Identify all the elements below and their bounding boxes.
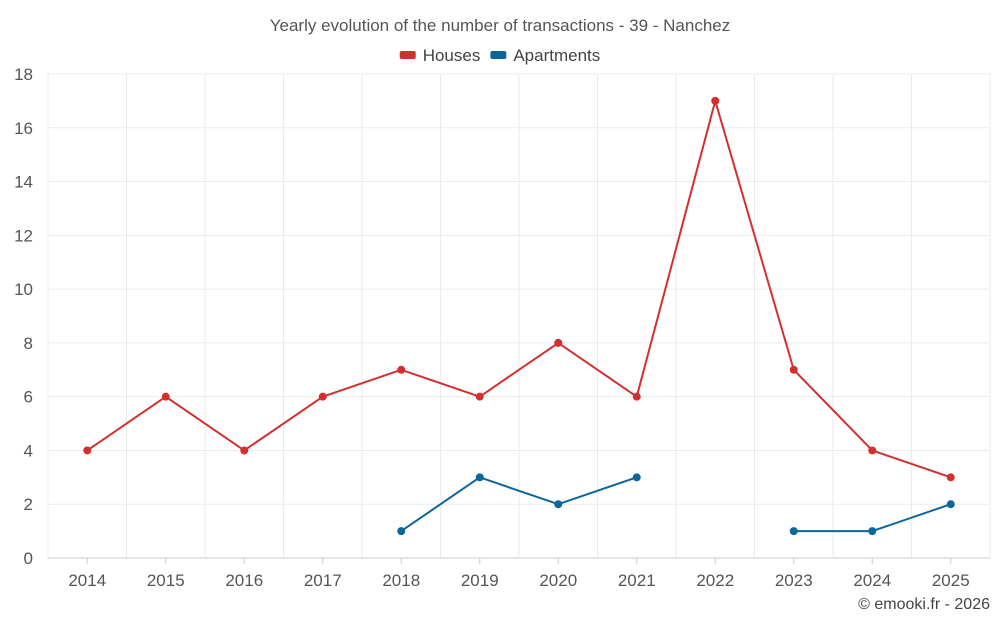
credit-text: © emooki.fr - 2026 <box>858 596 990 613</box>
apartments-point[interactable] <box>946 500 955 509</box>
houses-point[interactable] <box>397 365 406 374</box>
y-tick-label: 2 <box>24 495 33 514</box>
y-tick-label: 10 <box>14 280 33 299</box>
grid <box>47 73 991 558</box>
series-apartments <box>397 473 955 536</box>
chart-title: Yearly evolution of the number of transa… <box>270 16 731 35</box>
legend-label: Houses <box>423 46 481 65</box>
y-tick-label: 14 <box>14 173 33 192</box>
houses-point[interactable] <box>318 392 327 401</box>
x-tick-label: 2019 <box>461 571 499 590</box>
legend-item-apartments[interactable]: Apartments <box>490 46 600 65</box>
apartments-line <box>400 476 638 532</box>
x-tick-label: 2025 <box>932 571 970 590</box>
houses-point[interactable] <box>868 446 877 455</box>
x-tick-label: 2018 <box>382 571 420 590</box>
houses-point[interactable] <box>711 96 720 105</box>
legend: Houses Apartments <box>399 46 600 65</box>
legend-swatch <box>399 51 416 59</box>
x-tick-label: 2023 <box>775 571 813 590</box>
houses-point[interactable] <box>161 392 170 401</box>
legend-item-houses[interactable]: Houses <box>399 46 481 65</box>
y-tick-label: 16 <box>14 119 33 138</box>
apartments-line <box>793 503 952 533</box>
apartments-point[interactable] <box>475 473 484 482</box>
x-tick-label: 2014 <box>68 571 106 590</box>
x-tick-label: 2020 <box>539 571 577 590</box>
legend-label: Apartments <box>513 46 600 65</box>
houses-point[interactable] <box>554 338 563 347</box>
houses-point[interactable] <box>632 392 641 401</box>
y-tick-label: 6 <box>24 388 33 407</box>
series-houses <box>83 96 955 482</box>
apartments-point[interactable] <box>554 500 563 509</box>
apartments-point[interactable] <box>397 527 406 536</box>
houses-point[interactable] <box>789 365 798 374</box>
x-tick-label: 2017 <box>304 571 342 590</box>
y-tick-label: 4 <box>24 441 33 460</box>
axes: 0 2 4 6 8 10 12 14 16 18 2014 2015 2016 2017 2018 2019 2… <box>14 65 990 590</box>
y-tick-label: 12 <box>14 226 33 245</box>
x-tick-label: 2024 <box>853 571 891 590</box>
x-tick-label: 2022 <box>696 571 734 590</box>
houses-line <box>86 99 952 479</box>
y-tick-label: 0 <box>24 549 33 568</box>
houses-point[interactable] <box>240 446 249 455</box>
x-tick-label: 2015 <box>147 571 185 590</box>
apartments-point[interactable] <box>868 527 877 536</box>
y-tick-label: 18 <box>14 65 33 84</box>
houses-point[interactable] <box>83 446 92 455</box>
x-tick-label: 2021 <box>618 571 656 590</box>
x-tick-label: 2016 <box>225 571 263 590</box>
legend-swatch <box>490 51 507 59</box>
y-tick-label: 8 <box>24 334 33 353</box>
series-group <box>83 96 955 536</box>
apartments-point[interactable] <box>789 527 798 536</box>
apartments-point[interactable] <box>632 473 641 482</box>
houses-point[interactable] <box>475 392 484 401</box>
houses-point[interactable] <box>946 473 955 482</box>
